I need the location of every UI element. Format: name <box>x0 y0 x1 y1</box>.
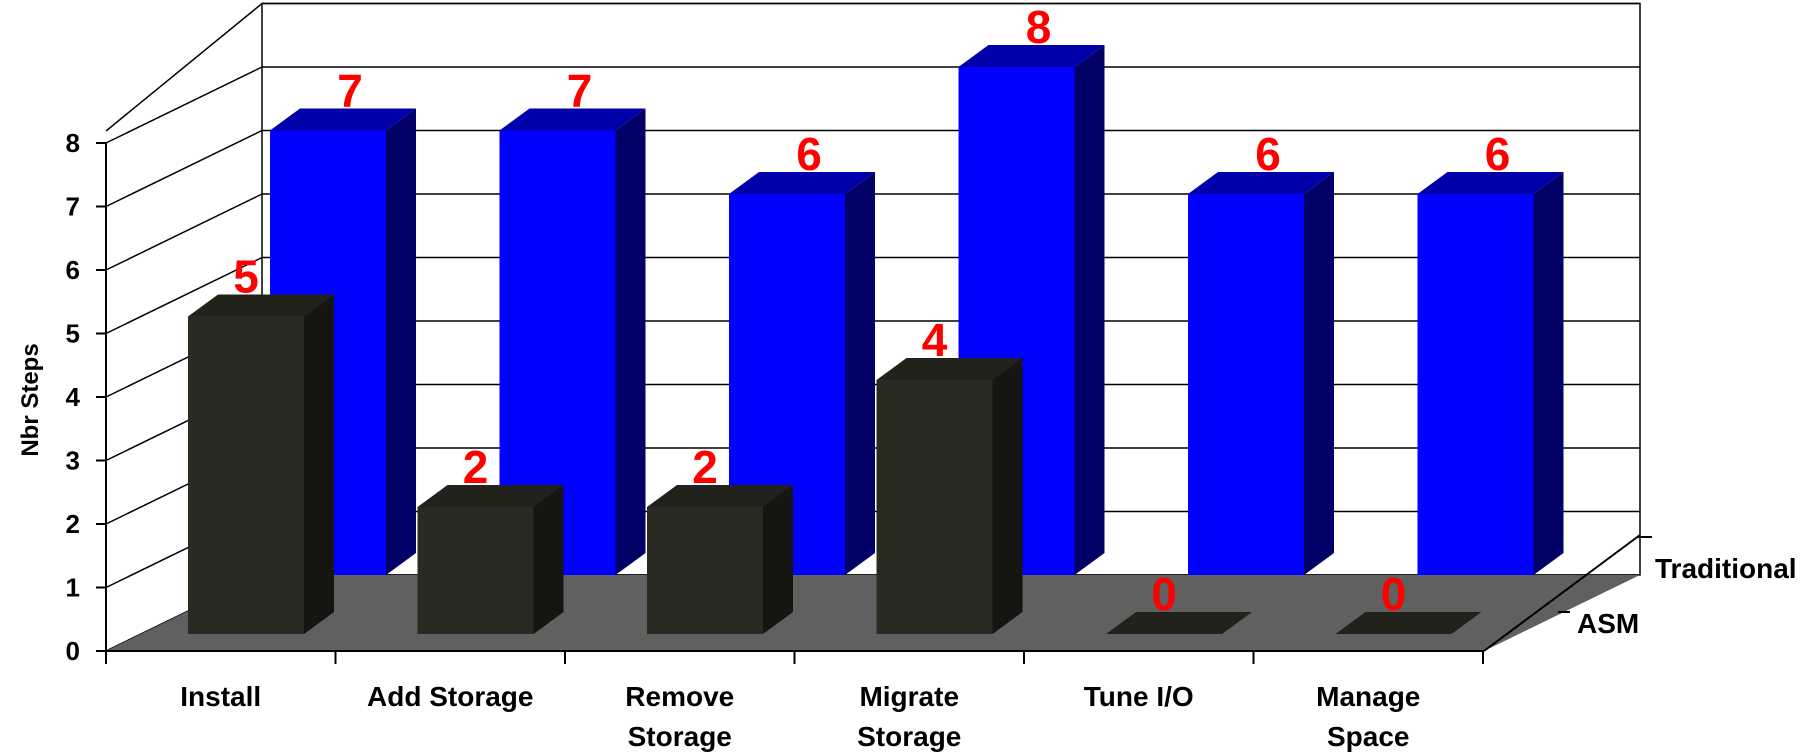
bar-top <box>1335 612 1482 634</box>
bar-side <box>1533 172 1564 575</box>
bar-top <box>729 172 875 194</box>
bar-front <box>417 507 534 634</box>
top-wall-edge <box>105 2 263 132</box>
bar-top <box>958 45 1105 67</box>
bar-top <box>417 485 564 507</box>
x-category-label: Manage Space <box>1316 681 1420 752</box>
grid-side-line <box>105 66 263 144</box>
bar-side <box>1304 172 1334 575</box>
bar-asm <box>417 485 564 634</box>
series-label-traditional: Traditional <box>1655 553 1797 584</box>
data-labels: 7 5 7 2 6 2 8 4 6 0 6 0 <box>233 1 1510 620</box>
x-category-label: Install <box>180 681 261 712</box>
y-tick-label: 1 <box>66 573 80 603</box>
x-category-label: Tune I/O <box>1084 681 1194 712</box>
asm-bars <box>188 294 1482 634</box>
bar-front <box>1417 194 1534 575</box>
axes: 0 1 2 3 4 5 6 7 8 Install Add Storage Remove Storage… <box>66 128 1797 752</box>
bar-traditional <box>1188 172 1334 575</box>
bar-front <box>876 380 993 634</box>
bar-asm <box>188 294 334 634</box>
x-category-label: Remove Storage <box>625 681 734 752</box>
bar-top <box>1417 172 1564 194</box>
bar-traditional <box>1417 172 1564 575</box>
bar-top <box>1188 172 1334 194</box>
bar-top <box>647 485 793 507</box>
y-tick-label: 6 <box>66 255 80 285</box>
data-label-asm: 0 <box>1151 568 1177 620</box>
y-axis-label: Nbr Steps <box>17 343 44 456</box>
bar-asm <box>1335 612 1482 634</box>
data-label-asm: 5 <box>233 251 259 303</box>
grid-side-line <box>105 193 263 271</box>
x-category-label: Migrate Storage <box>857 681 961 752</box>
bar-side <box>386 108 416 575</box>
y-tick-label: 5 <box>66 319 80 349</box>
bar-asm <box>1106 612 1252 634</box>
depth-axis-line <box>1483 534 1641 652</box>
y-tick-label: 2 <box>66 509 80 539</box>
bar-side <box>845 172 875 575</box>
bar-top <box>876 358 1023 380</box>
data-label-traditional: 8 <box>1026 1 1052 53</box>
data-label-traditional: 7 <box>337 65 363 117</box>
bar-side <box>304 294 334 634</box>
bar-front <box>1188 194 1304 575</box>
x-category-label: Add Storage <box>367 681 533 712</box>
series-label-asm: ASM <box>1577 608 1639 639</box>
bar-top <box>499 108 646 131</box>
data-label-traditional: 7 <box>567 65 593 117</box>
bar-side <box>992 358 1023 634</box>
grid-side-line <box>105 256 263 335</box>
data-label-asm: 4 <box>922 314 948 366</box>
data-label-traditional: 6 <box>1255 128 1281 180</box>
grid-side-line <box>105 129 263 208</box>
bar-side <box>615 108 646 575</box>
bar-asm <box>647 485 793 634</box>
y-tick-label: 3 <box>66 446 80 476</box>
data-label-asm: 0 <box>1381 568 1407 620</box>
bar-side <box>763 485 793 634</box>
bar-front <box>647 507 763 634</box>
bar-top <box>1106 612 1252 634</box>
data-label-asm: 2 <box>463 441 489 493</box>
data-label-asm: 2 <box>692 441 718 493</box>
bar-top <box>188 294 334 317</box>
data-label-traditional: 6 <box>796 128 822 180</box>
bar-front <box>188 316 304 634</box>
bar-top <box>270 108 416 131</box>
data-label-traditional: 6 <box>1485 128 1511 180</box>
y-tick-label: 4 <box>66 382 81 412</box>
bar-side <box>533 485 564 634</box>
y-tick-label: 7 <box>66 192 80 222</box>
bar-side <box>1074 45 1105 575</box>
bar-asm <box>876 358 1023 634</box>
y-tick-label: 0 <box>66 636 80 666</box>
y-tick-label: 8 <box>66 128 80 158</box>
